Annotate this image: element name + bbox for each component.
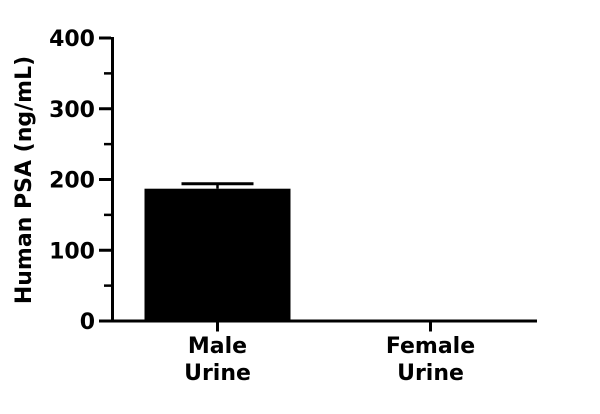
y-tick-label: 400 [49,27,95,52]
bars-layer [144,188,291,323]
error-bars-layer [181,182,254,189]
x-category-label: Male [188,334,247,359]
y-axis-title: Human PSA (ng/mL) [12,56,37,304]
y-tick-label: 0 [80,310,95,335]
y-tick-label: 200 [49,169,95,194]
bar [144,188,291,323]
x-category-label: Urine [397,361,464,386]
x-category-label: Female [386,334,475,359]
y-tick-label: 300 [49,98,95,123]
axes-layer [99,36,537,332]
y-tick-label: 100 [49,239,95,264]
x-category-label: Urine [184,361,251,386]
